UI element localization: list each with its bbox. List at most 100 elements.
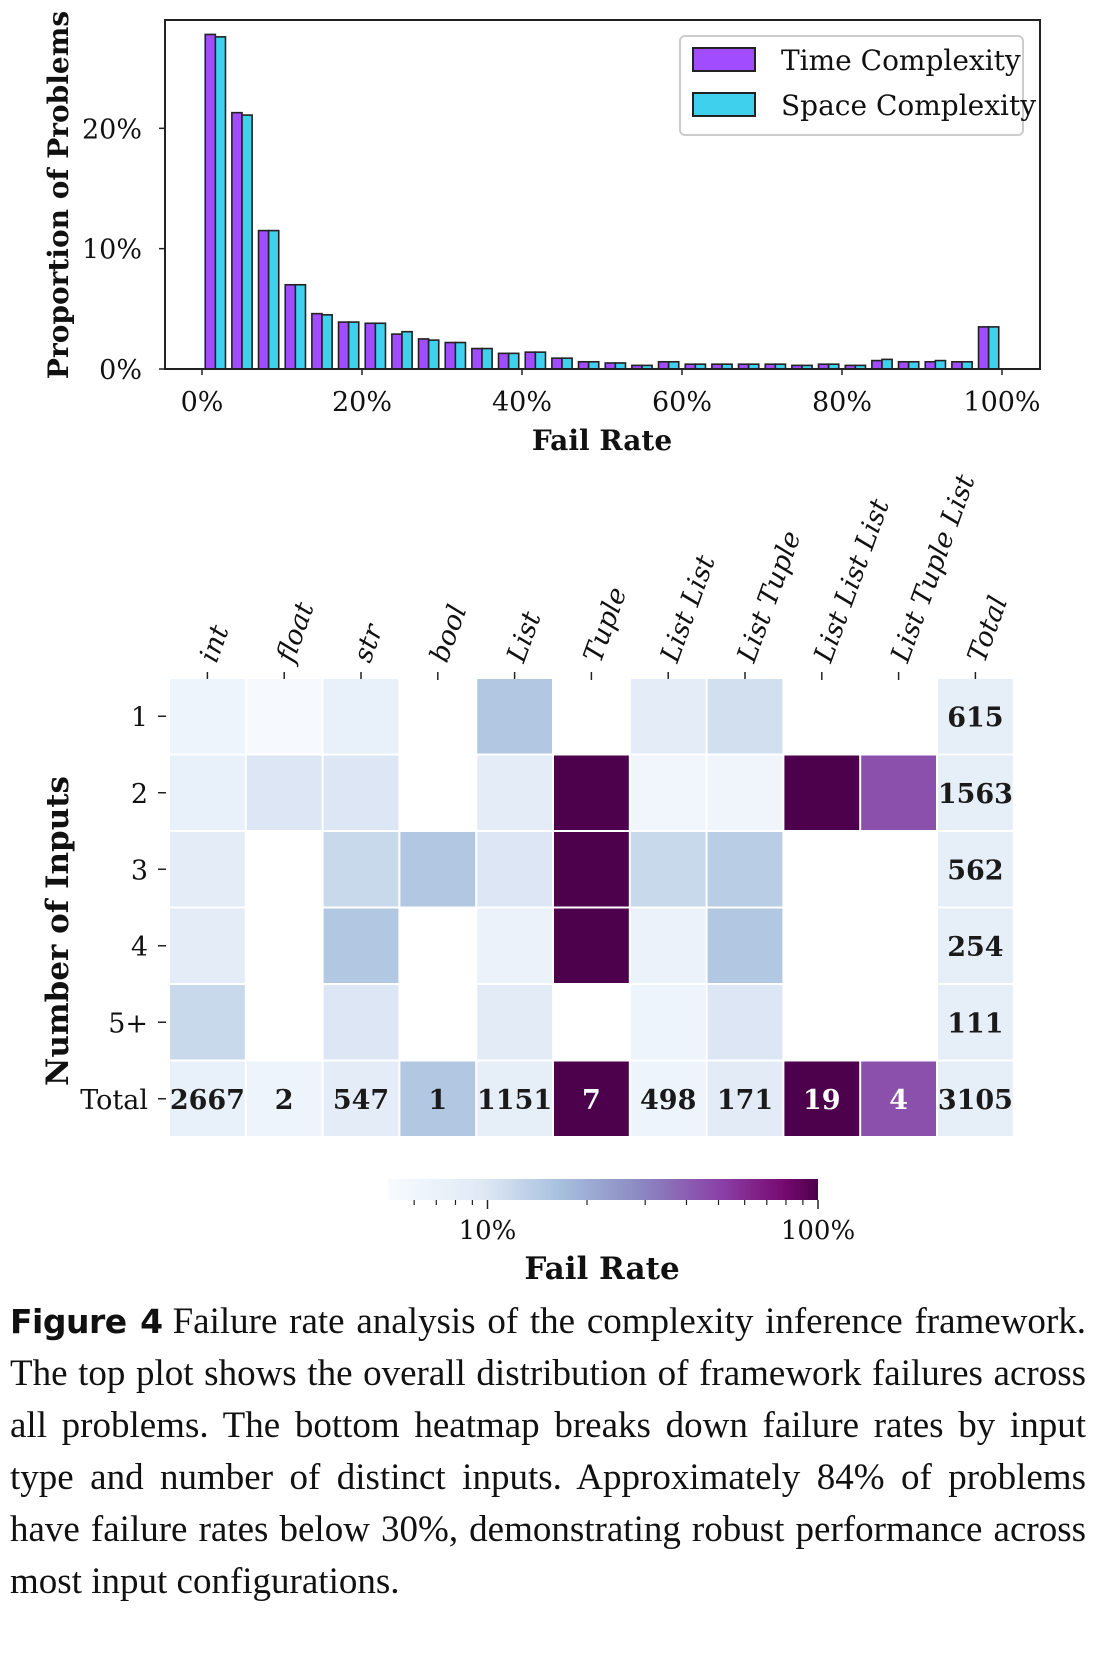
heatmap-column-labels: int float str bool List Tuple List List List Tu… [194,471,1014,680]
time-complexity-bar [977,326,990,370]
x-tick-label: 80% [812,387,872,418]
heatmap-cell [938,985,1013,1060]
time-complexity-bar [497,352,510,370]
heatmap-y-axis-label: Number of Inputs [40,776,76,1086]
heatmap-cell [323,908,399,983]
heatmap-cell [400,832,476,907]
space-complexity-bar [267,229,280,370]
time-complexity-bar [524,351,537,370]
heatmap-cell [477,679,552,754]
figure-caption: Figure 4 Failure rate analysis of the com… [10,1296,1086,1608]
heatmap-cell [554,755,629,830]
colorbar-label: Fail Rate [524,1251,679,1287]
legend-frame [679,35,1024,136]
heatmap-cell-label: 254 [947,932,1003,963]
heatmap-cell-label: 2667 [170,1085,245,1116]
y-tick-label: 10% [82,235,142,266]
histogram-frame [164,19,1041,370]
heatmap-cell [323,755,399,830]
time-complexity-bar [471,347,483,370]
heatmap-cell [246,679,322,754]
space-complexity-bar [987,326,1000,370]
heatmap-cell [707,908,783,983]
x-tick-label: 0% [181,387,224,418]
space-complexity-bar [561,357,573,370]
column-label: bool [424,601,473,667]
space-complexity-bar [347,321,360,370]
heatmap-cell [707,679,783,754]
histogram-x-axis-label: Fail Rate [532,424,672,457]
heatmap-cell-label: 1 [428,1085,447,1116]
time-complexity-bar [364,322,377,370]
column-label: List List [654,551,722,667]
heatmap-cell [707,832,783,907]
time-complexity-bar [204,33,217,370]
heatmap-cell [323,985,399,1060]
heatmap-cell [323,679,399,754]
heatmap-cell [938,1061,1013,1136]
time-complexity-bar [924,360,937,370]
heatmap-cell-label: 19 [803,1085,841,1116]
space-complexity-bar [401,330,413,370]
heatmap-cell-label: 1563 [938,779,1013,810]
time-complexity-bar [391,333,403,370]
time-complexity-bar [871,359,883,370]
legend-label-space-complexity: Space Complexity [781,89,1036,122]
heatmap-cell [170,679,245,754]
heatmap-cell-label: 547 [333,1085,389,1116]
heatmap-cell [630,679,706,754]
column-label: List Tuple List [885,471,982,668]
heatmap-cell [477,908,552,983]
heatmap-cell [554,908,629,983]
column-label: Tuple [578,583,634,666]
time-complexity-bar [284,283,297,370]
caption-label: Figure 4 [10,1302,163,1341]
colorbar-tick-label: 100% [781,1216,855,1246]
time-complexity-bar [444,341,457,370]
heatmap-cell-label: 4 [889,1085,908,1116]
space-complexity-bar [587,360,600,370]
heatmap-cell [323,1061,399,1136]
time-complexity-bar [951,360,963,370]
space-complexity-bar [374,322,387,370]
x-tick-label: 20% [332,387,392,418]
heatmap-cell [630,755,706,830]
heatmap-cell [170,985,245,1060]
heatmap-cell [170,755,245,830]
column-label: List Tuple [731,527,807,667]
heatmap-cell [630,832,706,907]
figure-canvas: 0% 20% 40% 60% 80% 100% 0% 10% 20% Fail Rate Pr… [40,11,1041,1287]
time-complexity-bar [257,229,270,370]
space-complexity-bar [214,36,227,370]
space-complexity-bar [667,360,680,370]
heatmap-cell-label: 111 [947,1008,1003,1039]
heatmap-cell-label: 171 [717,1085,773,1116]
heatmap-cells: 615 1563 562 254 111 2667 2 547 1 1151 7 498 171 19 4 3… [170,679,1013,1136]
heatmap-cell [246,755,322,830]
space-complexity-bar [294,283,307,370]
time-complexity-bar [657,360,670,370]
histogram-y-axis-label: Proportion of Problems [42,11,75,379]
heatmap-cell-label: 2 [275,1085,294,1116]
heatmap-cell [170,908,245,983]
colorbar-tick-label: 10% [459,1216,517,1246]
space-complexity-bar [507,352,520,370]
heatmap-cell [323,832,399,907]
column-label: List [501,607,548,667]
colorbar-gradient [388,1179,818,1200]
caption-text: Failure rate analysis of the complexity … [10,1301,1087,1602]
column-label: str [347,618,390,666]
space-complexity-bar [454,341,467,370]
heatmap-cell [784,755,860,830]
space-complexity-bar [321,314,333,370]
heatmap-cell-label: 498 [640,1085,696,1116]
heatmap-cell [554,1061,629,1136]
heatmap-cell [630,985,706,1060]
heatmap-cell [630,1061,706,1136]
legend-label-time-complexity: Time Complexity [781,44,1021,77]
histogram: 0% 20% 40% 60% 80% 100% 0% 10% 20% Fail Rate Pr… [42,11,1041,457]
heatmap-cell [707,985,783,1060]
heatmap: int float str bool List Tuple List List List Tu… [40,471,1014,1136]
x-tick-label: 40% [492,387,552,418]
histogram-legend: Time Complexity Space Complexity [679,35,1036,136]
